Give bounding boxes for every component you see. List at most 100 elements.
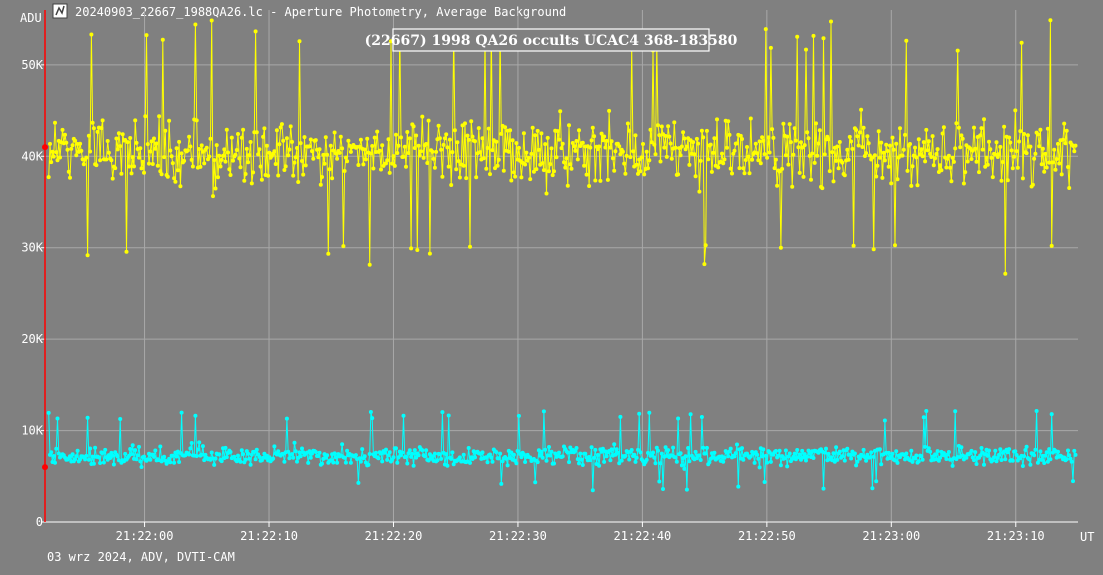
comparison-point [54, 446, 59, 451]
target-point [1012, 154, 1017, 159]
target-point [845, 147, 850, 152]
target-point [244, 146, 249, 151]
comparison-point [673, 455, 678, 460]
target-point [177, 139, 182, 144]
comparison-point [913, 456, 917, 461]
comparison-point [70, 452, 75, 457]
comparison-point [678, 451, 683, 456]
comparison-point [777, 448, 782, 453]
target-point [296, 180, 301, 184]
target-point [1000, 160, 1005, 164]
target-point [198, 164, 203, 169]
target-point [791, 152, 796, 157]
target-point [997, 152, 1001, 157]
target-point [327, 167, 332, 172]
target-point [138, 146, 143, 151]
comparison-point [619, 458, 624, 463]
comparison-point [253, 457, 258, 462]
target-point [826, 137, 831, 142]
comparison-point [644, 457, 649, 462]
comparison-point [405, 461, 410, 466]
comparison-point [1027, 457, 1032, 462]
comparison-point [333, 455, 338, 460]
comparison-point [864, 458, 869, 463]
target-point [216, 175, 220, 180]
target-point [933, 156, 938, 161]
comparison-point [799, 457, 803, 462]
target-point [48, 141, 52, 146]
target-point [748, 116, 753, 121]
target-point [543, 142, 548, 147]
target-point [679, 144, 684, 149]
comparison-point [1043, 453, 1048, 458]
comparison-point [602, 459, 607, 464]
target-point [1032, 156, 1037, 161]
target-point [831, 179, 836, 184]
target-point [396, 143, 401, 148]
target-point [768, 45, 773, 50]
target-point [1049, 243, 1054, 248]
target-point [338, 134, 343, 139]
comparison-point [740, 446, 744, 451]
comparison-point [345, 448, 350, 453]
target-point [1073, 143, 1078, 148]
target-point [696, 141, 701, 146]
target-point [693, 174, 698, 179]
target-point [286, 153, 291, 158]
target-point [908, 142, 912, 146]
target-point [379, 167, 383, 172]
comparison-point [83, 457, 88, 462]
comparison-point [357, 456, 362, 461]
comparison-point [676, 416, 681, 421]
comparison-point [728, 446, 733, 451]
comparison-point [910, 459, 915, 464]
target-point [978, 133, 983, 138]
target-point [673, 145, 678, 150]
comparison-point [422, 454, 427, 459]
target-point [79, 148, 84, 153]
target-point [1047, 160, 1052, 165]
target-point [356, 163, 361, 167]
comparison-point [992, 455, 996, 460]
comparison-point [1024, 444, 1029, 449]
comparison-point [824, 446, 828, 451]
comparison-point [978, 453, 983, 458]
comparison-point [617, 461, 622, 466]
comparison-point [768, 459, 773, 464]
comparison-point [797, 452, 802, 457]
comparison-point [139, 465, 144, 469]
target-point [945, 156, 950, 161]
target-point [133, 118, 138, 123]
target-point [608, 145, 613, 150]
comparison-point [916, 459, 921, 464]
target-point [236, 132, 240, 136]
target-point [267, 150, 272, 155]
target-point [154, 141, 159, 146]
comparison-point [995, 455, 1000, 460]
comparison-point [987, 448, 991, 453]
comparison-point [217, 452, 222, 457]
target-point [960, 136, 965, 141]
comparison-point [659, 451, 664, 456]
target-point [1008, 140, 1013, 145]
target-point [625, 121, 630, 126]
target-point [391, 154, 396, 159]
target-point [199, 143, 204, 148]
target-point [732, 148, 737, 153]
target-point [647, 158, 652, 163]
target-point [699, 128, 704, 133]
comparison-point [485, 460, 490, 465]
target-point [536, 147, 541, 152]
target-point [555, 129, 560, 134]
target-point [745, 145, 749, 149]
target-point [562, 160, 566, 165]
target-point [345, 159, 350, 164]
target-point [110, 176, 115, 181]
comparison-point [450, 450, 455, 455]
target-point [446, 164, 451, 169]
comparison-point [946, 450, 951, 454]
target-point [531, 169, 536, 174]
target-point [886, 164, 891, 169]
comparison-point [597, 463, 602, 468]
